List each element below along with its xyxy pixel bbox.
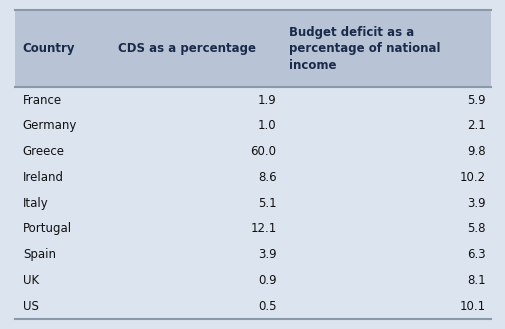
Text: UK: UK [23,274,39,287]
Text: Portugal: Portugal [23,222,72,236]
Text: France: France [23,93,62,107]
Text: 8.1: 8.1 [466,274,485,287]
Bar [15,87,490,113]
Text: CDS as a percentage: CDS as a percentage [118,42,256,55]
Text: 1.9: 1.9 [257,93,276,107]
Text: 60.0: 60.0 [250,145,276,158]
Text: 2.1: 2.1 [466,119,485,132]
Bar [15,267,490,293]
Bar [15,164,490,190]
Text: 5.1: 5.1 [258,197,276,210]
Text: 0.9: 0.9 [258,274,276,287]
Text: Ireland: Ireland [23,171,64,184]
Bar [15,139,490,164]
Text: 0.5: 0.5 [258,300,276,313]
Bar [15,216,490,242]
Bar [15,293,490,319]
Text: Italy: Italy [23,197,48,210]
Text: 1.0: 1.0 [258,119,276,132]
Text: 12.1: 12.1 [250,222,276,236]
Text: 6.3: 6.3 [466,248,485,261]
Text: 9.8: 9.8 [466,145,485,158]
Text: 3.9: 3.9 [258,248,276,261]
Text: Country: Country [23,42,75,55]
Bar [15,113,490,139]
Text: 8.6: 8.6 [258,171,276,184]
Text: 10.2: 10.2 [459,171,485,184]
Text: Germany: Germany [23,119,77,132]
Bar [15,10,490,87]
Text: 5.9: 5.9 [466,93,485,107]
Text: Budget deficit as a
percentage of national
income: Budget deficit as a percentage of nation… [288,26,440,71]
Text: 10.1: 10.1 [459,300,485,313]
Text: 5.8: 5.8 [466,222,485,236]
Bar [15,242,490,267]
Text: US: US [23,300,38,313]
Text: 3.9: 3.9 [466,197,485,210]
Text: Greece: Greece [23,145,65,158]
Text: Spain: Spain [23,248,56,261]
Bar [15,190,490,216]
